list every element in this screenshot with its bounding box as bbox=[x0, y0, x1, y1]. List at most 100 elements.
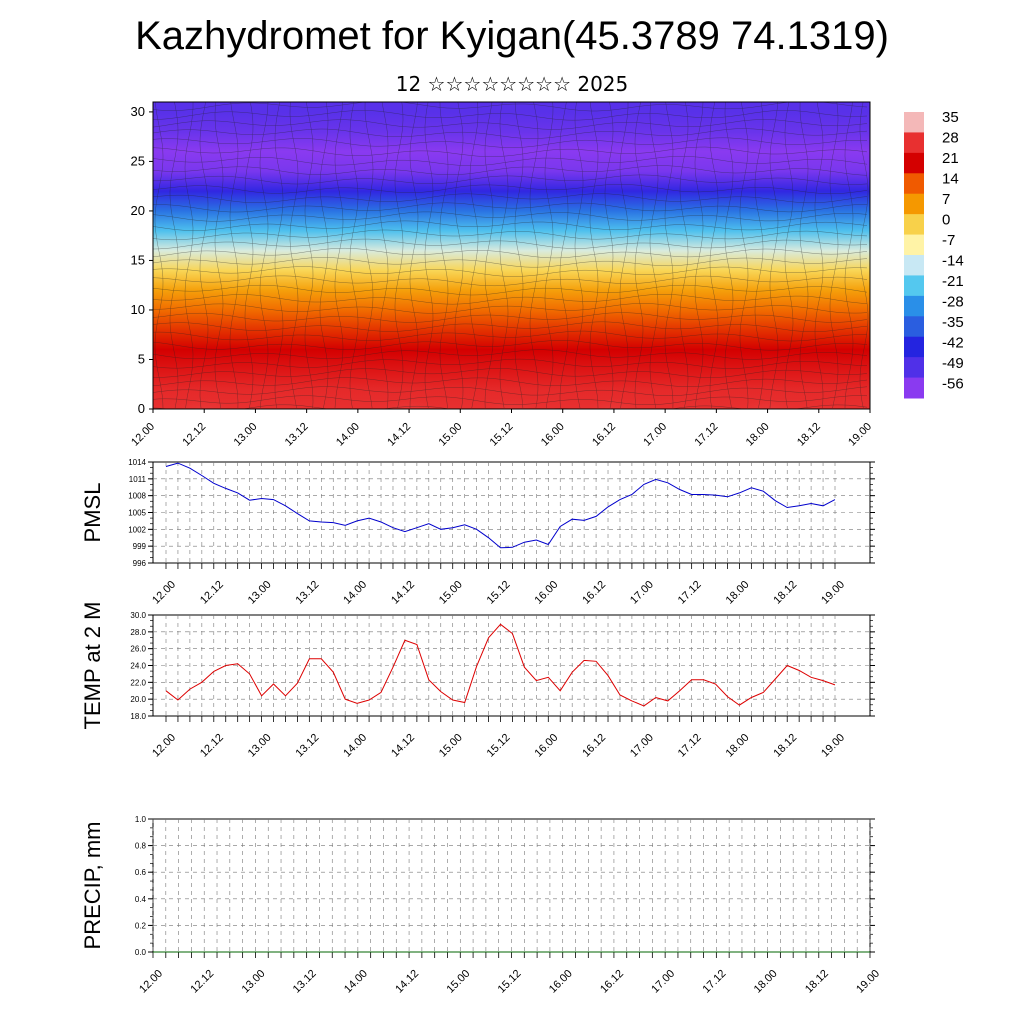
streamline bbox=[259, 102, 269, 409]
streamline bbox=[153, 404, 868, 409]
ytick-label: 1002 bbox=[128, 525, 146, 534]
xtick-label: 15.12 bbox=[496, 968, 524, 996]
streamline bbox=[394, 102, 404, 409]
xtick-label: 15.00 bbox=[444, 968, 472, 996]
ytick-label: 22.0 bbox=[130, 678, 146, 687]
panel-temp2m: 30.0 28.0 26.0 24.0 22.0 20.0 18.0 12.00 12.12 13… bbox=[80, 602, 875, 760]
xtick-label: 18.12 bbox=[803, 968, 831, 996]
streamline bbox=[694, 102, 704, 409]
streamline bbox=[153, 202, 868, 213]
colorbar-swatch bbox=[904, 173, 924, 195]
axis-ylabel: PMSL bbox=[80, 483, 105, 543]
ytick-label: 24.0 bbox=[130, 662, 146, 671]
streamline bbox=[784, 102, 794, 409]
streamline bbox=[829, 102, 839, 409]
streamline bbox=[409, 102, 419, 409]
streamline bbox=[153, 257, 868, 268]
streamline bbox=[379, 102, 389, 409]
streamline bbox=[199, 102, 209, 409]
xtick-label: 13.12 bbox=[294, 579, 322, 607]
streamline bbox=[349, 102, 359, 409]
streamline bbox=[814, 102, 824, 409]
xtick-label: 17.00 bbox=[628, 579, 656, 607]
warm-core bbox=[719, 347, 816, 409]
colorbar-swatch bbox=[904, 214, 924, 236]
colorbar-label: 14 bbox=[942, 171, 959, 188]
panel-frame bbox=[152, 461, 871, 564]
xtick-label: 16.12 bbox=[590, 421, 618, 449]
xtick-label: 12.12 bbox=[198, 732, 226, 760]
ytick-label: 0 bbox=[138, 401, 145, 416]
colorbar-label: -28 bbox=[942, 294, 964, 311]
xtick-label: 15.12 bbox=[485, 732, 513, 760]
panel-precip: 1.0 0.8 0.6 0.4 0.2 0.0 12.00 12.12 13.00 13.12 14… bbox=[80, 815, 882, 996]
colorbar-swatch bbox=[904, 255, 924, 276]
xtick-label: 17.12 bbox=[693, 421, 721, 449]
xtick-label: 15.12 bbox=[485, 579, 513, 607]
xtick-label: 17.12 bbox=[676, 579, 704, 607]
xtick-label: 12.12 bbox=[180, 421, 208, 449]
xtick-label: 17.12 bbox=[701, 968, 729, 996]
ytick-label: 30 bbox=[131, 104, 145, 119]
ytick-label: 28.0 bbox=[130, 628, 146, 637]
colorbar-label: -7 bbox=[942, 232, 955, 249]
warm-core bbox=[361, 347, 458, 409]
ytick-label: 0.0 bbox=[135, 948, 147, 957]
streamline bbox=[153, 368, 868, 378]
ytick-label: 1014 bbox=[128, 458, 146, 467]
streamline bbox=[153, 247, 868, 259]
colorbar-swatch bbox=[904, 357, 924, 379]
streamline bbox=[153, 165, 868, 176]
xtick-label: 14.00 bbox=[341, 579, 369, 607]
xtick-label: 14.12 bbox=[389, 732, 417, 760]
streamline bbox=[454, 102, 464, 409]
xtick-label: 18.00 bbox=[744, 421, 772, 449]
streamline bbox=[244, 102, 254, 409]
colorbar-swatch bbox=[904, 377, 924, 399]
streamline bbox=[153, 137, 868, 148]
streamline bbox=[153, 330, 867, 342]
ytick-label: 20 bbox=[131, 203, 145, 218]
xtick-label: 18.12 bbox=[771, 732, 799, 760]
streamline bbox=[153, 174, 868, 185]
series-line bbox=[165, 462, 836, 549]
colorbar-swatch bbox=[904, 275, 924, 297]
streamline bbox=[289, 102, 299, 409]
streamline bbox=[153, 211, 868, 222]
streamline bbox=[334, 102, 344, 409]
streamline bbox=[153, 229, 868, 241]
warm-core bbox=[156, 347, 253, 409]
wind-streamlines bbox=[153, 102, 869, 409]
ytick-label: 20.0 bbox=[130, 695, 146, 704]
colorbar-swatch bbox=[904, 234, 924, 256]
streamline bbox=[153, 119, 868, 130]
streamline bbox=[214, 102, 224, 409]
streamline bbox=[439, 102, 449, 409]
xtick-label: 14.00 bbox=[334, 421, 362, 449]
xtick-label: 13.12 bbox=[283, 421, 311, 449]
streamline bbox=[153, 156, 868, 167]
colorbar-label: -56 bbox=[942, 376, 964, 393]
streamline bbox=[664, 102, 674, 409]
xtick-label: 17.00 bbox=[641, 421, 669, 449]
streamline bbox=[769, 102, 779, 409]
colorbar-label: -49 bbox=[942, 355, 964, 372]
streamline bbox=[153, 238, 868, 250]
xtick-label: 16.12 bbox=[580, 732, 608, 760]
xtick-label: 13.00 bbox=[240, 968, 268, 996]
streamline bbox=[619, 102, 629, 409]
ytick-label: 5 bbox=[138, 351, 145, 366]
streamline bbox=[469, 102, 479, 409]
streamline bbox=[153, 294, 868, 305]
streamline bbox=[604, 102, 614, 409]
series-line bbox=[165, 623, 836, 707]
streamline bbox=[559, 102, 569, 409]
xtick-label: 12.00 bbox=[150, 732, 178, 760]
xtick-label: 18.00 bbox=[724, 732, 752, 760]
streamline bbox=[634, 102, 644, 409]
panel-frame bbox=[152, 614, 871, 717]
colorbar-swatch bbox=[904, 152, 924, 174]
ytick-label: 0.6 bbox=[135, 868, 147, 877]
axis-ylabel: PRECIP, mm bbox=[80, 822, 105, 950]
xtick-label: 14.00 bbox=[342, 968, 370, 996]
